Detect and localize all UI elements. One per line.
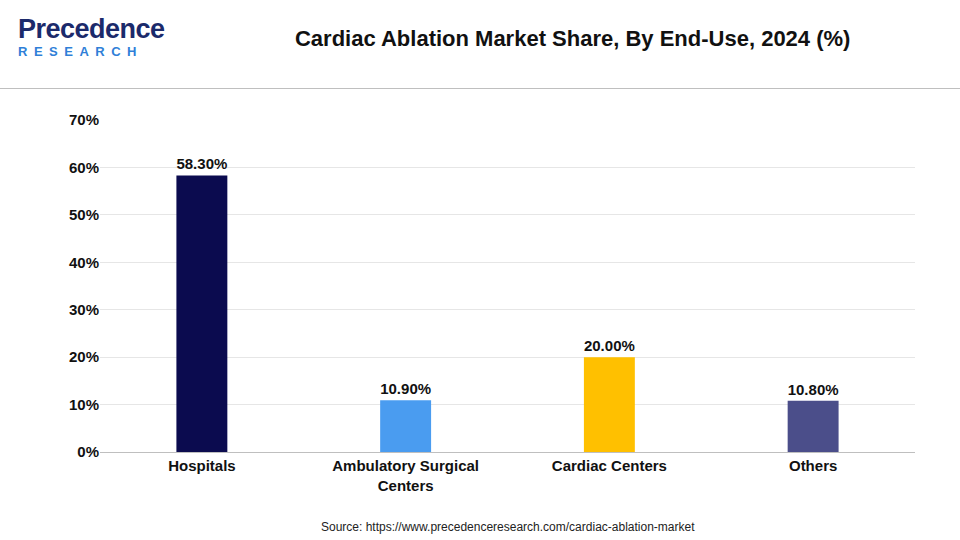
svg-text:Cardiac Centers: Cardiac Centers — [552, 457, 667, 474]
svg-text:58.30%: 58.30% — [176, 155, 227, 172]
svg-text:10%: 10% — [69, 396, 99, 413]
svg-text:10.90%: 10.90% — [380, 380, 431, 397]
svg-text:Cardiac Ablation Market Share,: Cardiac Ablation Market Share, By End-Us… — [295, 26, 850, 51]
svg-text:40%: 40% — [69, 254, 99, 271]
svg-text:10.80%: 10.80% — [788, 381, 839, 398]
svg-text:20.00%: 20.00% — [584, 337, 635, 354]
svg-text:20%: 20% — [69, 348, 99, 365]
html-text:Precedence: Precedence — [18, 14, 165, 44]
svg-text:0%: 0% — [77, 443, 99, 460]
svg-text:Others: Others — [789, 457, 837, 474]
svg-text:Source: https://www.precedence: Source: https://www.precedenceresearch.c… — [321, 520, 695, 534]
svg-text:Hospitals: Hospitals — [168, 457, 236, 474]
html-text:RESEARCH: RESEARCH — [18, 44, 143, 59]
svg-text:30%: 30% — [69, 301, 99, 318]
svg-text:70%: 70% — [69, 111, 99, 128]
svg-text:Ambulatory SurgicalCenters: Ambulatory SurgicalCenters — [332, 457, 479, 494]
svg-text:50%: 50% — [69, 206, 99, 223]
svg-text:60%: 60% — [69, 159, 99, 176]
